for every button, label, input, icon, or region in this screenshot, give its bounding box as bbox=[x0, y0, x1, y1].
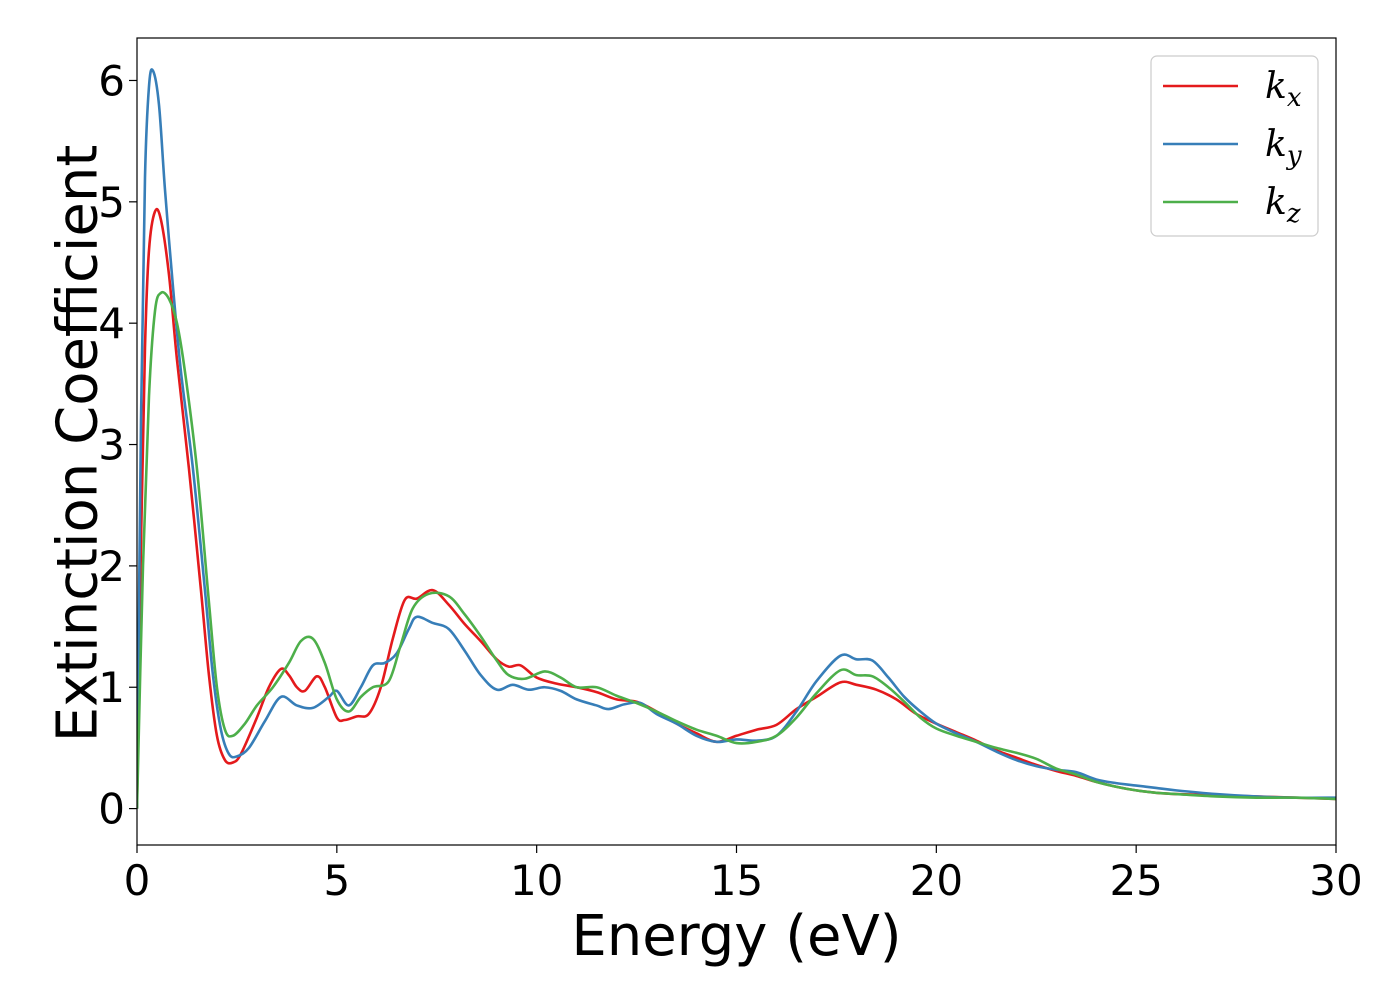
y-tick-label: 0 bbox=[98, 785, 125, 834]
x-axis-title: Energy (eV) bbox=[571, 904, 901, 969]
series-line-kz bbox=[137, 290, 1336, 809]
y-tick-label: 3 bbox=[98, 421, 125, 470]
legend-label-base: k bbox=[1265, 182, 1287, 223]
y-axis-title: Extinction Coefficient bbox=[46, 145, 111, 743]
legend-label-ky: ky bbox=[1265, 124, 1302, 171]
y-tick-label: 2 bbox=[98, 542, 125, 591]
y-tick-label: 6 bbox=[98, 56, 125, 105]
y-axis: 0 1 2 3 4 5 6 bbox=[98, 56, 137, 834]
legend-frame bbox=[1150, 55, 1319, 237]
legend-label-base: k bbox=[1265, 124, 1287, 165]
legend-label-kx: kx bbox=[1265, 66, 1302, 113]
x-tick-label: 20 bbox=[910, 856, 963, 905]
x-tick-label: 15 bbox=[710, 856, 763, 905]
y-tick-label: 1 bbox=[98, 663, 125, 712]
x-axis: 0 5 10 15 20 25 30 bbox=[124, 845, 1363, 905]
x-tick-label: 5 bbox=[323, 856, 350, 905]
legend-label-kz: kz bbox=[1265, 182, 1301, 229]
legend-label-base: k bbox=[1265, 66, 1287, 107]
legend-label-subscript: x bbox=[1287, 83, 1302, 113]
legend-label-subscript: y bbox=[1286, 141, 1302, 171]
y-tick-label: 5 bbox=[98, 178, 125, 227]
x-tick-label: 25 bbox=[1109, 856, 1162, 905]
y-tick-label: 4 bbox=[98, 299, 125, 348]
x-tick-label: 30 bbox=[1309, 856, 1362, 905]
x-tick-label: 0 bbox=[124, 856, 151, 905]
series-line-ky bbox=[137, 68, 1336, 809]
x-tick-label: 10 bbox=[510, 856, 563, 905]
legend-label-subscript: z bbox=[1286, 199, 1301, 229]
series-layer bbox=[137, 68, 1336, 809]
